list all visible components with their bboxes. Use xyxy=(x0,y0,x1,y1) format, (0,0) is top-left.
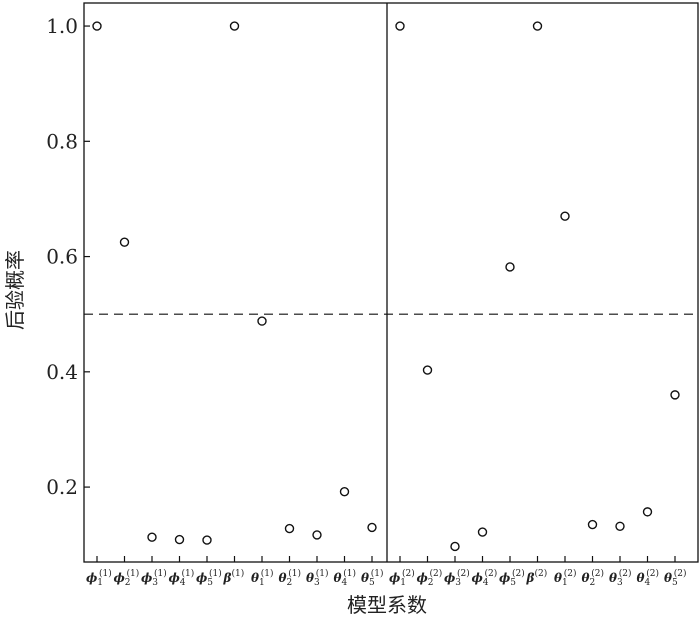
x-tick-label: β(2) xyxy=(526,568,548,585)
x-tick-label: θ4(2) xyxy=(637,568,660,588)
data-point xyxy=(229,21,240,31)
data-point xyxy=(670,390,680,400)
x-tick-label: θ3(2) xyxy=(609,568,632,588)
x-axis: ϕ1(1) ϕ2(1) ϕ3(1) ϕ4(1) ϕ5(1) β(1) θ1(1) θ2(1) θ… xyxy=(86,556,687,588)
x-tick-label: θ1(1) xyxy=(251,568,274,588)
x-tick-label: ϕ3(1) xyxy=(141,568,167,588)
y-axis: 0.2 0.4 0.6 0.8 1.0 xyxy=(46,14,90,499)
x-tick-label: ϕ4(1) xyxy=(169,568,195,588)
y-tick-label: 1.0 xyxy=(46,14,78,38)
data-point xyxy=(339,486,350,497)
data-point xyxy=(367,522,377,533)
data-point xyxy=(560,211,570,221)
data-point xyxy=(92,21,102,31)
x-tick-label: θ2(1) xyxy=(279,568,302,588)
x-tick-label: ϕ2(1) xyxy=(114,568,140,588)
x-tick-label: ϕ5(1) xyxy=(196,568,222,588)
x-tick-label: θ3(1) xyxy=(306,568,329,588)
data-point xyxy=(284,523,295,534)
data-points xyxy=(92,21,680,552)
x-tick-label: θ5(2) xyxy=(664,568,687,588)
data-point xyxy=(450,541,460,552)
data-point xyxy=(257,316,267,326)
x-tick-label: θ2(2) xyxy=(582,568,605,588)
data-point xyxy=(615,521,625,531)
x-tick-label: ϕ3(2) xyxy=(444,568,470,588)
x-tick-label: ϕ1(1) xyxy=(86,568,112,588)
plot-border xyxy=(83,2,699,563)
data-point xyxy=(312,530,322,540)
plot-frame xyxy=(83,2,699,563)
y-tick-label: 0.4 xyxy=(46,360,78,384)
data-point xyxy=(477,527,488,537)
data-point xyxy=(202,535,212,545)
x-tick-label: β(1) xyxy=(223,568,245,585)
x-tick-label: ϕ1(2) xyxy=(389,568,415,588)
data-point xyxy=(505,262,515,272)
y-tick-label: 0.2 xyxy=(46,475,78,499)
y-tick-label: 0.6 xyxy=(46,245,78,269)
data-point xyxy=(422,365,433,375)
x-axis-title: 模型系数 xyxy=(347,593,427,617)
x-tick-label: θ1(2) xyxy=(554,568,577,588)
x-tick-label: ϕ2(2) xyxy=(417,568,443,588)
data-point xyxy=(587,519,598,530)
data-point xyxy=(532,21,543,31)
x-tick-label: ϕ4(2) xyxy=(472,568,498,588)
data-point xyxy=(395,21,405,31)
data-point xyxy=(147,532,157,542)
x-tick-label: θ5(1) xyxy=(361,568,384,588)
data-point xyxy=(119,237,130,247)
x-tick-label: θ4(1) xyxy=(334,568,357,588)
x-tick-label: ϕ5(2) xyxy=(499,568,525,588)
y-tick-label: 0.8 xyxy=(46,129,78,153)
y-axis-title: 后验概率 xyxy=(3,250,27,330)
data-point xyxy=(642,507,653,517)
data-point xyxy=(174,534,185,545)
